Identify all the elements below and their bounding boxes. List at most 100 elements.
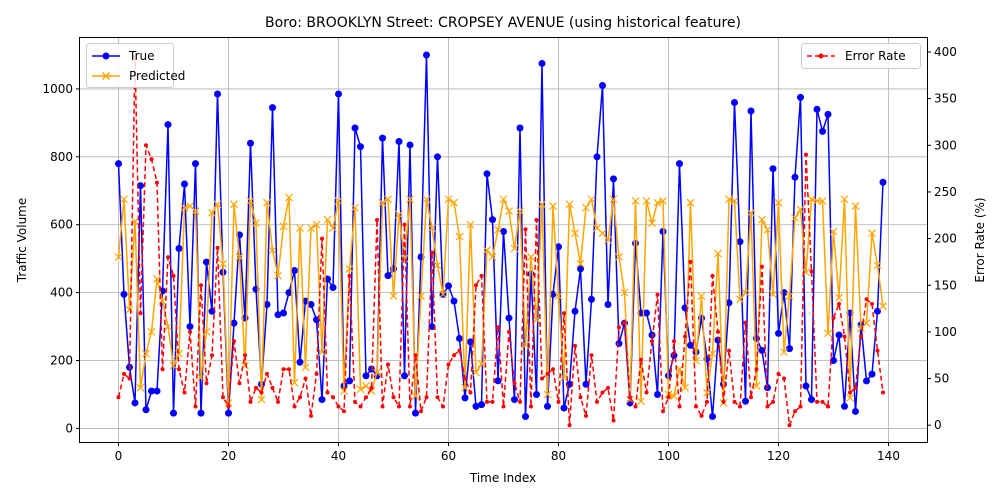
error-rate-point bbox=[831, 315, 836, 320]
predicted-point bbox=[730, 197, 739, 205]
true-point bbox=[852, 407, 859, 415]
error-rate-point bbox=[320, 236, 324, 241]
true-point bbox=[357, 143, 364, 151]
predicted-point bbox=[516, 207, 524, 216]
error-rate-point bbox=[842, 334, 847, 339]
error-rate-point bbox=[688, 259, 693, 264]
predicted-point bbox=[510, 244, 519, 253]
predicted-point bbox=[290, 378, 299, 387]
error-rate-point bbox=[826, 404, 830, 409]
predicted-point bbox=[868, 229, 876, 238]
predicted-point bbox=[659, 197, 667, 205]
y-tick-label: 1000 bbox=[42, 82, 73, 96]
legend-right: Error Rate bbox=[801, 43, 921, 69]
true-point bbox=[725, 299, 733, 307]
true-point bbox=[775, 329, 782, 337]
true-point bbox=[346, 377, 353, 385]
true-point bbox=[863, 377, 870, 385]
predicted-point bbox=[873, 261, 882, 270]
error-rate-point bbox=[589, 353, 594, 358]
error-rate-point bbox=[815, 399, 819, 404]
true-point bbox=[786, 345, 793, 353]
true-point bbox=[428, 323, 436, 331]
error-rate-series bbox=[116, 54, 885, 428]
x-tick-label: 120 bbox=[767, 449, 790, 463]
predicted-point bbox=[180, 203, 189, 212]
predicted-point bbox=[609, 195, 618, 204]
predicted-point bbox=[373, 368, 381, 377]
error-rate-point bbox=[463, 376, 467, 381]
predicted-point bbox=[433, 261, 442, 270]
error-rate-point bbox=[655, 292, 660, 297]
error-rate-point bbox=[595, 399, 599, 404]
true-point bbox=[516, 124, 524, 132]
predicted-point bbox=[769, 290, 777, 299]
true-point bbox=[615, 340, 623, 348]
predicted-point bbox=[428, 224, 436, 233]
true-point bbox=[170, 409, 177, 417]
predicted-point bbox=[406, 195, 414, 204]
true-point bbox=[274, 311, 282, 319]
predicted-point bbox=[268, 246, 277, 255]
y-tick-label: 0 bbox=[65, 421, 73, 435]
true-point bbox=[494, 377, 502, 385]
error-rate-point bbox=[221, 395, 225, 400]
true-point bbox=[142, 406, 150, 414]
error-rate-point bbox=[215, 245, 220, 250]
true-point bbox=[137, 182, 144, 190]
error-rate-point bbox=[204, 381, 209, 386]
true-point bbox=[120, 290, 128, 298]
true-point bbox=[670, 351, 678, 359]
true-point bbox=[797, 93, 804, 101]
error-rate-point bbox=[644, 390, 649, 395]
error-rate-point bbox=[441, 404, 445, 409]
true-point bbox=[731, 99, 738, 107]
predicted-point bbox=[175, 349, 183, 358]
predicted-point bbox=[494, 225, 502, 234]
true-point bbox=[610, 175, 617, 183]
true-point bbox=[659, 228, 667, 236]
true-point bbox=[225, 409, 232, 417]
y2-tick-label: 250 bbox=[934, 185, 957, 199]
error-rate-point bbox=[606, 385, 610, 390]
error-rate-point bbox=[496, 325, 500, 330]
error-rate-point bbox=[859, 334, 863, 339]
predicted-point bbox=[670, 392, 678, 401]
true-point bbox=[736, 238, 744, 246]
legend-predicted-label: Predicted bbox=[129, 69, 185, 83]
error-rate-point bbox=[160, 367, 165, 372]
error-rate-point bbox=[567, 423, 572, 428]
error-rate-point bbox=[144, 143, 148, 148]
predicted-point bbox=[774, 198, 783, 207]
true-point bbox=[560, 404, 568, 412]
error-rate-point bbox=[166, 255, 170, 260]
error-rate-point bbox=[540, 376, 544, 381]
x-tick-label: 0 bbox=[115, 449, 123, 463]
error-rate-point bbox=[639, 357, 643, 362]
predicted-point bbox=[312, 220, 321, 229]
series-layer bbox=[114, 51, 887, 428]
predicted-point bbox=[521, 341, 530, 350]
predicted-point bbox=[851, 202, 860, 210]
error-rate-point bbox=[430, 250, 434, 255]
true-point bbox=[423, 51, 430, 59]
predicted-point bbox=[351, 203, 359, 212]
true-point bbox=[307, 301, 315, 309]
error-rate-point bbox=[254, 385, 258, 390]
true-point bbox=[813, 105, 821, 113]
y2-tick-label: 0 bbox=[934, 418, 942, 432]
true-point bbox=[263, 301, 271, 309]
predicted-point bbox=[653, 198, 662, 207]
error-rate-point bbox=[336, 404, 341, 409]
true-point bbox=[401, 372, 408, 380]
true-point bbox=[791, 173, 799, 181]
error-rate-point bbox=[584, 413, 588, 418]
predicted-point bbox=[455, 232, 464, 241]
error-rate-point bbox=[881, 390, 885, 395]
error-rate-point bbox=[369, 385, 374, 390]
predicted-point bbox=[807, 195, 816, 204]
y-tick-label: 800 bbox=[50, 150, 73, 164]
predicted-point bbox=[400, 254, 409, 263]
predicted-point bbox=[604, 236, 612, 244]
predicted-point bbox=[840, 195, 849, 204]
